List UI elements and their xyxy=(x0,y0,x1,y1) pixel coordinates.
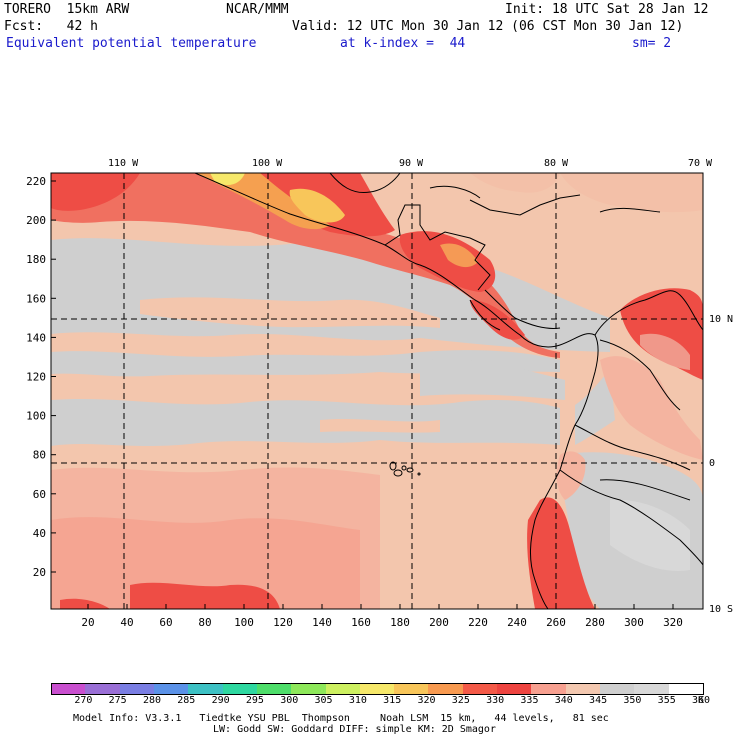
x-tick-label: 200 xyxy=(429,616,449,629)
temperature-field xyxy=(51,173,703,609)
x-tick-label: 40 xyxy=(120,616,133,629)
lon-label-80w: 80 W xyxy=(544,158,569,169)
colorbar-unit: K xyxy=(698,695,705,706)
y-tick-label: 160 xyxy=(26,292,46,305)
colorbar-swatch xyxy=(634,683,670,695)
colorbar-label: 355 xyxy=(657,695,676,706)
colorbar-label: 345 xyxy=(589,695,608,706)
colorbar-label: 295 xyxy=(245,695,264,706)
y-tick-label: 180 xyxy=(26,253,46,266)
colorbar-swatch xyxy=(85,683,121,695)
field-name: Equivalent potential temperature xyxy=(6,36,257,51)
model-info-line2: LW: Godd SW: Goddard DIFF: simple KM: 2D… xyxy=(213,724,496,735)
x-tick-label: 300 xyxy=(624,616,644,629)
colorbar-label: 340 xyxy=(554,695,573,706)
y-tick-label: 40 xyxy=(33,527,46,540)
x-tick-label: 180 xyxy=(390,616,410,629)
colorbar-label: 290 xyxy=(211,695,230,706)
colorbar-swatch xyxy=(359,683,395,695)
lat-label-10n: 10 N xyxy=(709,314,733,325)
colorbar-label: 330 xyxy=(486,695,505,706)
galapagos-islands xyxy=(389,461,421,477)
x-tick-label: 240 xyxy=(507,616,527,629)
level-label: at k-index = 44 xyxy=(340,36,466,51)
center-name: NCAR/MMM xyxy=(226,2,289,17)
colorbar-label: 320 xyxy=(417,695,436,706)
init-time: Init: 18 UTC Sat 28 Jan 12 xyxy=(505,2,709,17)
lat-label-0: 0 xyxy=(709,458,715,469)
colorbar-swatch xyxy=(291,683,327,695)
lon-label-100w: 100 W xyxy=(252,158,283,169)
x-tick-label: 220 xyxy=(468,616,488,629)
lon-label-70w: 70 W xyxy=(688,158,713,169)
y-tick-label: 140 xyxy=(26,331,46,344)
colorbar-swatch xyxy=(668,683,705,695)
colorbar-swatch xyxy=(394,683,429,695)
lat-label-10s: 10 S xyxy=(709,604,733,615)
y-tick-label: 220 xyxy=(26,175,46,188)
forecast-hour: Fcst: 42 h xyxy=(4,19,98,34)
colorbar-label: 280 xyxy=(142,695,161,706)
lon-label-90w: 90 W xyxy=(399,158,424,169)
colorbar-swatch xyxy=(600,683,635,695)
colorbar-swatch xyxy=(462,683,498,695)
x-tick-label: 80 xyxy=(198,616,211,629)
graticule xyxy=(51,173,703,609)
colorbar-swatch xyxy=(153,683,189,695)
y-tick-label: 100 xyxy=(26,410,46,423)
colorbar-label: 350 xyxy=(623,695,642,706)
y-tick-label: 120 xyxy=(26,371,46,384)
colorbar-label: 325 xyxy=(451,695,470,706)
colorbar-label: 335 xyxy=(520,695,539,706)
valid-time: Valid: 12 UTC Mon 30 Jan 12 (06 CST Mon … xyxy=(292,19,684,34)
colorbar-swatch xyxy=(325,683,361,695)
x-tick-label: 260 xyxy=(546,616,566,629)
y-tick-label: 60 xyxy=(33,488,46,501)
coastlines xyxy=(194,173,703,609)
colorbar-label: 315 xyxy=(383,695,402,706)
y-tick-label: 80 xyxy=(33,449,46,462)
smoothing-label: sm= 2 xyxy=(632,36,672,51)
colorbar-swatch xyxy=(531,683,567,695)
colorbar-label: 275 xyxy=(108,695,127,706)
x-tick-label: 160 xyxy=(351,616,371,629)
y-tick-label: 20 xyxy=(33,566,46,579)
x-tick-label: 320 xyxy=(663,616,683,629)
x-tick-label: 60 xyxy=(159,616,172,629)
lon-label-110w: 110 W xyxy=(108,158,139,169)
x-tick-label: 20 xyxy=(81,616,94,629)
colorbar-swatch xyxy=(188,683,224,695)
model-name: TORERO 15km ARW xyxy=(4,2,130,17)
x-tick-label: 120 xyxy=(273,616,293,629)
colorbar-label: 270 xyxy=(74,695,93,706)
model-info-line1: Model Info: V3.3.1 Tiedtke YSU PBL Thomp… xyxy=(73,713,609,724)
colorbar-label: 310 xyxy=(348,695,367,706)
colorbar-label: 300 xyxy=(280,695,299,706)
colorbar-label: 285 xyxy=(177,695,196,706)
y-tick-label: 200 xyxy=(26,214,46,227)
colorbar-swatch xyxy=(497,683,532,695)
colorbar-label: 305 xyxy=(314,695,333,706)
colorbar-swatch xyxy=(256,683,292,695)
axis-ticks xyxy=(51,180,674,609)
colorbar-swatch xyxy=(222,683,258,695)
colorbar-swatch xyxy=(565,683,601,695)
x-tick-label: 100 xyxy=(234,616,254,629)
colorbar-swatch xyxy=(119,683,155,695)
colorbar-swatch xyxy=(51,683,87,695)
x-tick-label: 280 xyxy=(585,616,605,629)
colorbar-swatch xyxy=(428,683,464,695)
colorbar-label: 360 xyxy=(692,695,711,706)
x-tick-label: 140 xyxy=(312,616,332,629)
